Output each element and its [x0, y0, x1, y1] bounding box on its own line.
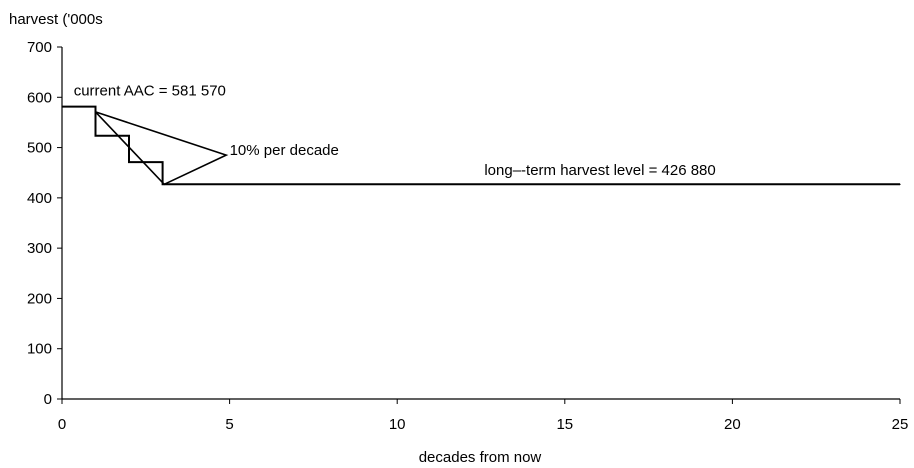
- y-tick-label: 400: [27, 190, 52, 207]
- x-tick-label: 25: [892, 416, 909, 433]
- chart-annotation: 10% per decade: [230, 142, 339, 159]
- x-tick-label: 0: [58, 416, 66, 433]
- y-tick-label: 700: [27, 39, 52, 56]
- x-axis-label: decades from now: [419, 449, 542, 466]
- harvest-data-point: [61, 105, 63, 108]
- y-tick-label: 500: [27, 140, 52, 157]
- x-tick-label: 10: [389, 416, 406, 433]
- x-tick-label: 20: [724, 416, 741, 433]
- plot-area: [61, 105, 901, 186]
- y-tick-label: 600: [27, 89, 52, 106]
- x-tick-label: 15: [556, 416, 573, 433]
- harvest-data-point: [161, 161, 164, 163]
- x-axis: 0 5 10 15 20 25: [58, 398, 909, 433]
- harvest-data-point: [94, 135, 97, 137]
- y-tick-label: 300: [27, 240, 52, 257]
- y-axis: 0 100 200 300 400 500 600 700: [27, 39, 63, 408]
- annotations: current AAC = 581 570 10% per decade long–…: [74, 82, 716, 179]
- harvest-series-line: [62, 105, 900, 186]
- harvest-data-point: [128, 161, 130, 163]
- chart-annotation: long–-term harvest level = 426 880: [484, 162, 715, 179]
- chart-annotation: current AAC = 581 570: [74, 82, 226, 99]
- harvest-data-point: [128, 135, 130, 137]
- y-tick-label: 0: [44, 391, 52, 408]
- y-axis-label: harvest ('000s: [9, 11, 103, 28]
- harvest-data-point: [899, 183, 901, 185]
- x-tick-label: 5: [225, 416, 233, 433]
- y-tick-label: 200: [27, 290, 52, 307]
- decline-callout-triangle: [94, 111, 229, 186]
- y-tick-label: 100: [27, 341, 52, 358]
- harvest-data-point: [94, 105, 97, 108]
